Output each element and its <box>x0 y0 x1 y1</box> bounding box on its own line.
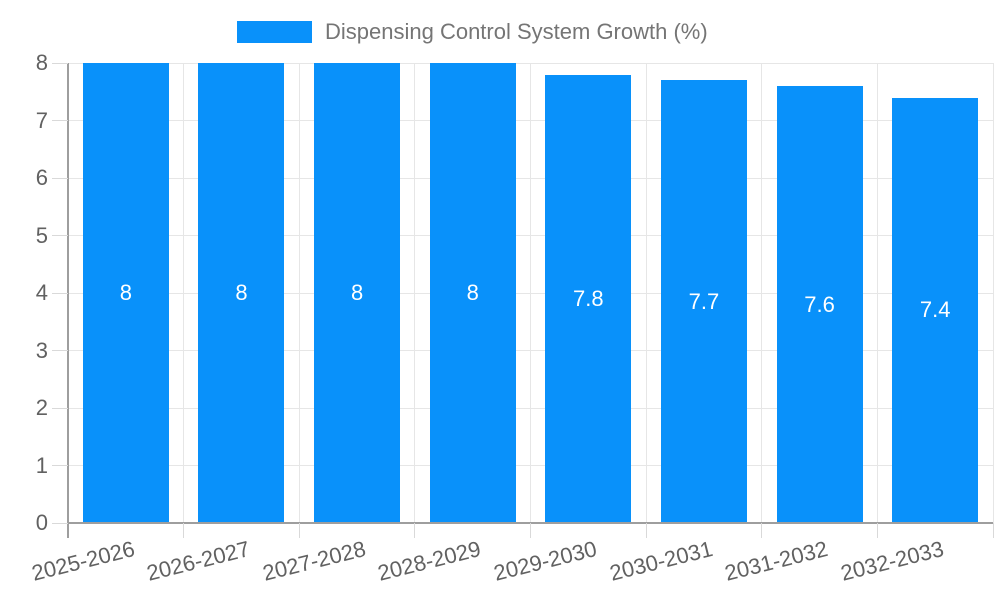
y-axis-tick-label: 0 <box>35 510 48 535</box>
x-axis-tick <box>992 523 994 538</box>
y-axis-tick <box>52 350 68 351</box>
x-axis-category-label: 2029-2030 <box>491 536 600 586</box>
y-axis-tick-label: 2 <box>35 395 48 420</box>
x-axis-category-label: 2027-2028 <box>259 536 369 586</box>
x-axis-category-label: 2026-2027 <box>144 536 253 586</box>
y-axis-tick-label: 8 <box>35 50 48 75</box>
x-axis-tick <box>530 523 531 538</box>
y-axis-tick <box>52 120 68 121</box>
bar-value-label: 7.4 <box>919 297 951 323</box>
bar[interactable] <box>545 74 632 523</box>
x-gridline <box>298 63 300 523</box>
x-axis-tick <box>414 523 416 538</box>
x-gridline <box>876 63 878 523</box>
x-gridline <box>992 63 994 523</box>
bar[interactable] <box>660 80 747 523</box>
y-axis-tick-label: 7 <box>35 107 48 133</box>
legend-label: Dispensing Control System Growth (%) <box>325 19 708 44</box>
y-axis-tick <box>52 522 68 524</box>
y-axis-tick-label: 4 <box>35 280 48 305</box>
x-axis-tick <box>645 523 647 538</box>
bar[interactable] <box>314 63 401 523</box>
y-axis-tick <box>52 292 68 294</box>
bar-value-label: 7.6 <box>804 291 835 317</box>
y-axis-tick <box>52 465 68 466</box>
bar-value-label: 8 <box>119 280 132 305</box>
bar-value-label: 8 <box>235 280 248 305</box>
x-gridline <box>761 63 763 523</box>
x-axis-category-label: 2025-2026 <box>28 536 137 586</box>
x-axis-tick <box>298 523 300 538</box>
x-axis-tick <box>876 523 878 538</box>
bar-value-label: 8 <box>466 280 479 305</box>
x-gridline <box>645 63 647 523</box>
y-axis-tick <box>52 62 68 64</box>
y-axis-tick <box>52 177 68 179</box>
x-axis-category-label: 2032-2033 <box>838 536 947 586</box>
x-gridline <box>414 63 416 523</box>
x-gridline <box>530 63 531 523</box>
y-axis-tick-label: 3 <box>35 337 48 363</box>
bar-value-label: 7.7 <box>688 288 720 314</box>
y-axis-tick-label: 6 <box>35 165 48 190</box>
y-axis-tick <box>52 407 68 409</box>
y-axis-tick-label: 1 <box>35 452 48 478</box>
x-axis-category-label: 2028-2029 <box>375 536 484 586</box>
bar[interactable] <box>82 63 169 523</box>
bar[interactable] <box>198 63 285 523</box>
x-axis-tick <box>183 523 185 538</box>
bar[interactable] <box>892 97 979 523</box>
x-gridline <box>183 63 185 523</box>
x-axis-tick <box>761 523 763 538</box>
x-axis-category-label: 2030-2031 <box>606 536 715 586</box>
y-axis-tick-label: 5 <box>35 222 48 248</box>
x-axis-category-label: 2031-2032 <box>722 536 831 586</box>
y-axis-tick <box>52 235 68 236</box>
bar[interactable] <box>776 86 863 523</box>
chart-legend: Dispensing Control System Growth (%) <box>237 19 708 45</box>
y-axis-line <box>67 63 69 538</box>
bar-value-label: 8 <box>350 280 364 305</box>
bar-value-label: 7.8 <box>573 285 604 311</box>
bar[interactable] <box>429 63 516 523</box>
legend-swatch <box>237 21 312 43</box>
